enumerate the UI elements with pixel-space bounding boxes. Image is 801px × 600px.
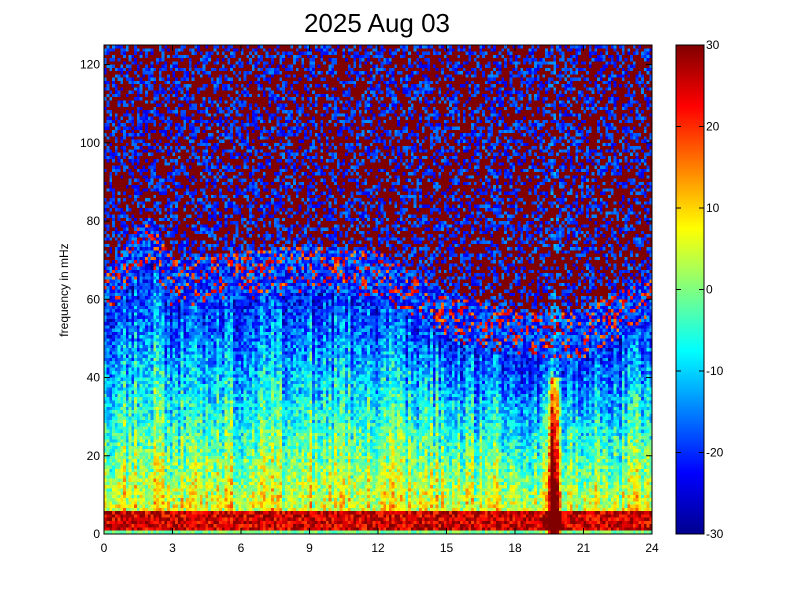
heatmap-cells xyxy=(104,45,652,534)
colorbar-tick-label: 0 xyxy=(706,283,713,297)
colorbar-tick-label: 20 xyxy=(706,120,720,134)
y-axis-label: frequency in mHz xyxy=(57,243,71,336)
x-axis: 0 3 6 9 12 15 18 21 24 xyxy=(101,45,659,555)
x-tick-label: 15 xyxy=(440,541,454,555)
x-tick-label: 18 xyxy=(508,541,522,555)
y-axis: 0 20 40 60 80 100 120 xyxy=(80,58,652,541)
x-tick-label: 24 xyxy=(645,541,659,555)
x-tick-label: 9 xyxy=(306,541,313,555)
y-tick-label: 40 xyxy=(87,371,101,385)
x-tick-label: 6 xyxy=(238,541,245,555)
y-tick-label: 0 xyxy=(93,527,100,541)
chart-title: 2025 Aug 03 xyxy=(304,8,450,38)
x-tick-label: 12 xyxy=(371,541,385,555)
x-tick-label: 21 xyxy=(577,541,591,555)
colorbar-tick-label: -10 xyxy=(706,364,724,378)
colorbar-tick-label: 30 xyxy=(706,38,720,52)
x-tick-label: 3 xyxy=(169,541,176,555)
y-tick-label: 60 xyxy=(87,292,101,306)
colorbar-axis: -30 -20 -10 0 10 20 30 xyxy=(676,38,724,541)
colorbar-tick-label: 10 xyxy=(706,201,720,215)
colorbar-tick-label: -20 xyxy=(706,446,724,460)
y-tick-label: 20 xyxy=(87,449,101,463)
y-tick-label: 100 xyxy=(80,136,100,150)
x-tick-label: 0 xyxy=(101,541,108,555)
spectrogram-heatmap xyxy=(104,45,652,534)
colorbar-tick-label: -30 xyxy=(706,527,724,541)
y-tick-label: 120 xyxy=(80,58,100,72)
y-tick-label: 80 xyxy=(87,214,101,228)
